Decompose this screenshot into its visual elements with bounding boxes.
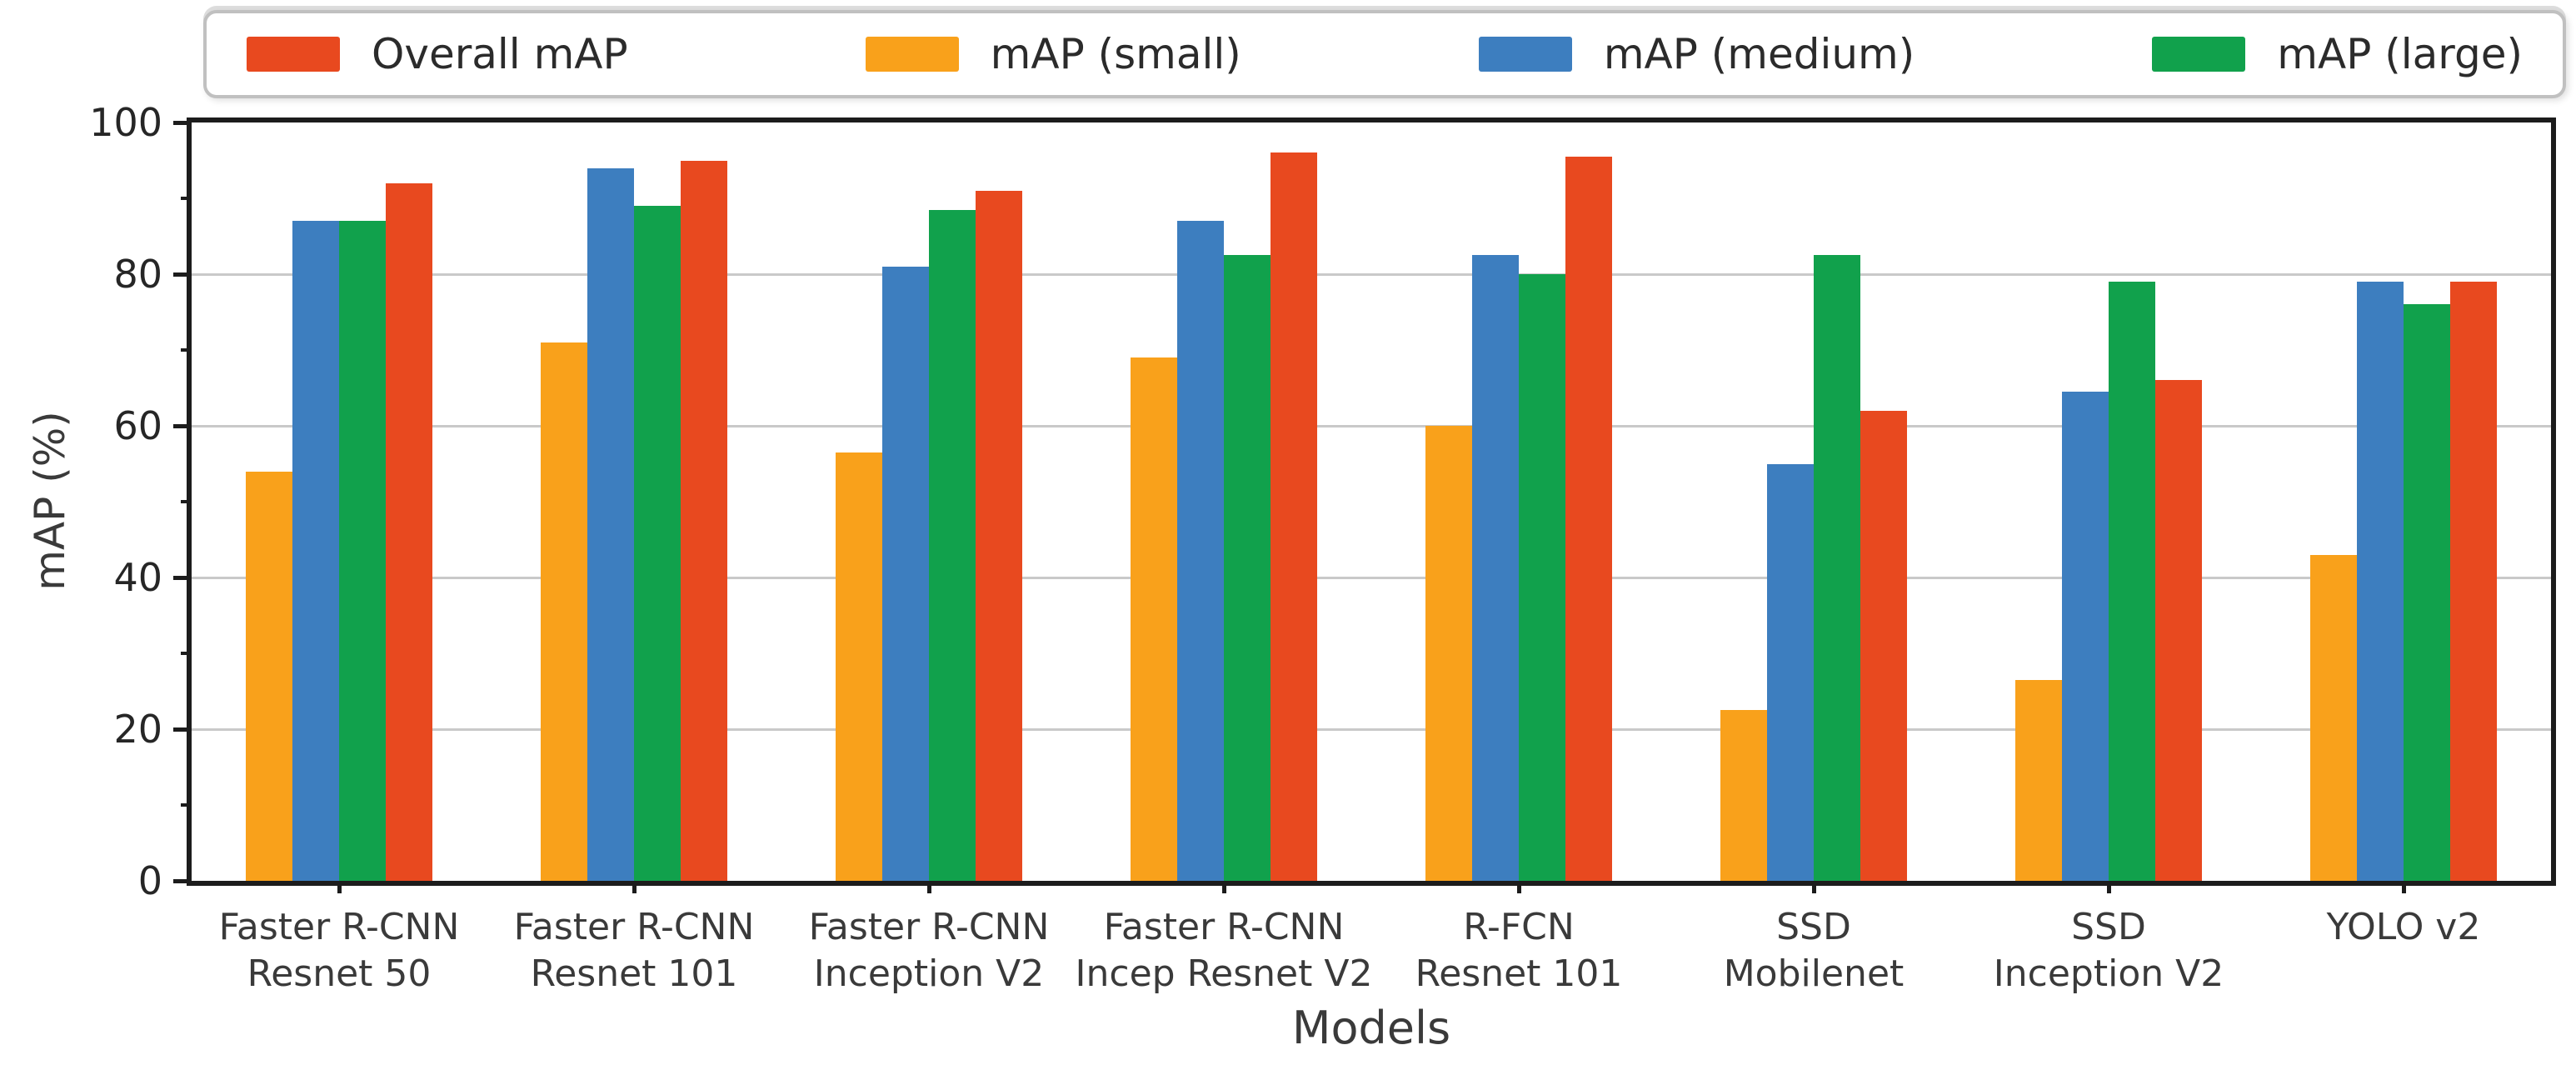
bar-overall-map-7 bbox=[2450, 282, 2497, 881]
bar-map-medium--3 bbox=[1177, 221, 1224, 881]
y-axis-title: mAP (%) bbox=[26, 411, 74, 591]
x-tick-label-2: Faster R-CNN Inception V2 bbox=[808, 906, 1050, 995]
bar-overall-map-3 bbox=[1271, 152, 1317, 881]
bar-map-small--4 bbox=[1425, 426, 1472, 881]
map-small-swatch bbox=[865, 37, 959, 72]
x-tick-3 bbox=[1222, 881, 1226, 893]
map-large-swatch bbox=[2152, 37, 2246, 72]
y-minor-tick-10 bbox=[181, 803, 192, 807]
bar-map-large--1 bbox=[634, 206, 681, 881]
x-tick-4 bbox=[1517, 881, 1521, 893]
bar-map-small--1 bbox=[541, 342, 587, 881]
bar-map-large--7 bbox=[2404, 304, 2450, 881]
x-tick-label-5: SSD Mobilenet bbox=[1723, 906, 1905, 995]
legend-item-map-large: mAP (large) bbox=[2152, 30, 2523, 78]
y-tick-label-60: 60 bbox=[113, 403, 162, 448]
x-tick-label-4: R-FCN Resnet 101 bbox=[1415, 906, 1623, 995]
bar-map-medium--7 bbox=[2357, 282, 2404, 881]
left-spine bbox=[187, 118, 192, 886]
bar-overall-map-2 bbox=[976, 190, 1022, 881]
bar-map-small--7 bbox=[2310, 554, 2357, 881]
bar-overall-map-5 bbox=[1860, 410, 1907, 881]
top-spine bbox=[187, 118, 2556, 122]
y-tick-label-40: 40 bbox=[113, 555, 162, 600]
x-tick-label-1: Faster R-CNN Resnet 101 bbox=[513, 906, 755, 995]
y-minor-tick-30 bbox=[181, 652, 192, 655]
bar-map-medium--2 bbox=[882, 266, 929, 881]
bar-map-small--0 bbox=[246, 471, 292, 881]
bar-map-large--2 bbox=[929, 209, 976, 881]
x-tick-label-0: Faster R-CNN Resnet 50 bbox=[218, 906, 460, 995]
y-tick-0 bbox=[173, 879, 192, 883]
legend-item-map-medium: mAP (medium) bbox=[1478, 30, 1915, 78]
bar-overall-map-4 bbox=[1565, 156, 1612, 881]
overall-map-swatch bbox=[247, 37, 340, 72]
y-tick-60 bbox=[173, 424, 192, 428]
x-tick-label-3: Faster R-CNN Incep Resnet V2 bbox=[1075, 906, 1373, 995]
bar-map-medium--6 bbox=[2062, 392, 2109, 881]
bar-map-medium--4 bbox=[1472, 255, 1519, 881]
bar-map-small--5 bbox=[1720, 710, 1767, 881]
bar-map-large--5 bbox=[1814, 255, 1860, 881]
legend-label: Overall mAP bbox=[372, 30, 628, 78]
gridline-40 bbox=[192, 577, 2551, 579]
y-minor-tick-70 bbox=[181, 348, 192, 352]
legend-label: mAP (large) bbox=[2277, 30, 2523, 78]
bar-map-medium--0 bbox=[292, 221, 339, 881]
x-tick-label-7: YOLO v2 bbox=[2326, 906, 2481, 948]
y-tick-40 bbox=[173, 576, 192, 580]
bar-map-small--3 bbox=[1131, 358, 1177, 881]
bar-map-small--6 bbox=[2015, 679, 2062, 881]
x-tick-6 bbox=[2107, 881, 2111, 893]
legend-label: mAP (small) bbox=[990, 30, 1241, 78]
x-tick-2 bbox=[927, 881, 931, 893]
bar-overall-map-1 bbox=[681, 160, 727, 881]
gridline-20 bbox=[192, 728, 2551, 731]
x-tick-label-6: SSD Inception V2 bbox=[1993, 906, 2224, 995]
y-tick-label-80: 80 bbox=[113, 252, 162, 297]
bar-map-large--3 bbox=[1224, 255, 1271, 881]
y-tick-label-0: 0 bbox=[137, 858, 162, 903]
y-minor-tick-50 bbox=[181, 500, 192, 503]
y-tick-label-100: 100 bbox=[89, 100, 162, 145]
legend-item-map-small: mAP (small) bbox=[865, 30, 1241, 78]
legend: Overall mAP mAP (small) mAP (medium) mAP… bbox=[203, 10, 2566, 98]
y-tick-100 bbox=[173, 121, 192, 125]
bar-map-large--0 bbox=[339, 221, 386, 881]
bar-map-large--4 bbox=[1519, 274, 1565, 881]
map-medium-swatch bbox=[1478, 37, 1572, 72]
bar-overall-map-0 bbox=[386, 182, 432, 881]
y-tick-20 bbox=[173, 728, 192, 732]
x-tick-0 bbox=[337, 881, 342, 893]
bar-overall-map-6 bbox=[2155, 380, 2202, 881]
bar-map-small--2 bbox=[836, 452, 882, 881]
x-axis-title: Models bbox=[1291, 1002, 1451, 1054]
y-tick-label-20: 20 bbox=[113, 707, 162, 752]
y-tick-80 bbox=[173, 272, 192, 277]
legend-item-overall-map: Overall mAP bbox=[247, 30, 628, 78]
x-tick-1 bbox=[632, 881, 637, 893]
bar-map-medium--5 bbox=[1767, 463, 1814, 881]
x-tick-5 bbox=[1812, 881, 1816, 893]
right-spine bbox=[2551, 118, 2556, 886]
bar-map-medium--1 bbox=[587, 168, 634, 881]
x-tick-7 bbox=[2402, 881, 2406, 893]
legend-label: mAP (medium) bbox=[1603, 30, 1915, 78]
y-minor-tick-90 bbox=[181, 197, 192, 200]
bottom-spine bbox=[187, 881, 2556, 886]
gridline-80 bbox=[192, 273, 2551, 276]
bar-map-large--6 bbox=[2109, 282, 2155, 881]
gridline-60 bbox=[192, 425, 2551, 428]
